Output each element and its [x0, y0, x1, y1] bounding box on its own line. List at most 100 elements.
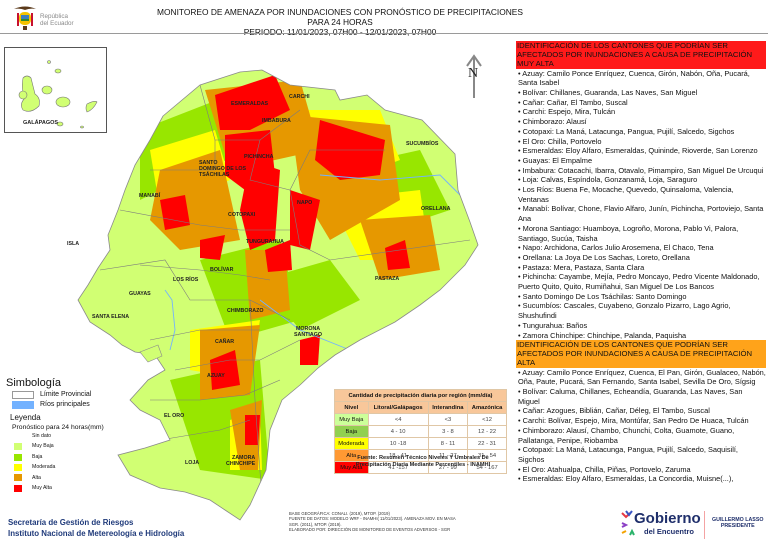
label-tungurahua: TUNGURAHUA [246, 239, 284, 245]
legend-label: Alta [32, 474, 41, 481]
list-item: Azuay: Camilo Ponce Enríquez, Cuenca, El… [518, 368, 766, 387]
column-header: Litoral/Galápagos [367, 401, 429, 414]
alta-header: IDENTIFICACIÓN DE LOS CANTONES QUE PODRÍ… [516, 340, 766, 368]
table-cell: 8 - 11 [427, 437, 469, 450]
label-santo-domingo-1: SANTO [199, 160, 218, 166]
swatch-icon [14, 432, 22, 440]
label-azuay: AZUAY [207, 373, 225, 379]
table-row: Muy Baja <4 <3 <12 [334, 413, 507, 426]
list-item: El Oro: Atahualpa, Chilla, Piñas, Portov… [518, 465, 766, 475]
list-item: Napo: Archidona, Carlos Julio Arosemena,… [518, 243, 766, 253]
label-morona-2: SANTIAGO [294, 332, 322, 338]
table-row: Alta 18 - 41 11 - 27 31 - 54 [334, 449, 507, 462]
table-cell: <3 [427, 413, 469, 426]
symbology-legend: Simbología Límite Provincial Ríos princi… [6, 377, 131, 493]
table-cell: 27 - 99 [427, 461, 469, 474]
table-title: Cantidad de precipitación diaria por reg… [334, 389, 507, 402]
label-orellana: ORELLANA [421, 206, 451, 212]
table-cell: <12 [467, 413, 507, 426]
title-line-1: MONITOREO DE AMENAZA POR INUNDACIONES CO… [157, 7, 523, 27]
list-item: Manabí: Bolívar, Chone, Flavio Alfaro, J… [518, 204, 766, 223]
legend-label: Sin dato [32, 433, 52, 439]
org-sgr: Secretaría de Gestión de Riesgos [8, 518, 134, 527]
panel-muy-alta: IDENTIFICACIÓN DE LOS CANTONES QUE PODRÍ… [516, 41, 766, 340]
table-cell: <4 [367, 413, 429, 426]
list-item: Pastaza: Mera, Pastaza, Santa Clara [518, 263, 766, 273]
table-row: Moderada 10 -18 8 - 11 22 - 31 [334, 437, 507, 450]
logo-text-1: República [40, 13, 69, 20]
list-item: Sucumbíos: Cascales, Cuyabeno, Gonzalo P… [518, 301, 766, 320]
label-santo-domingo-3: TSÁCHILAS [199, 172, 230, 178]
gobierno-del-encuentro-logo: Gobierno del Encuentro GUILLERMO LASSO P… [620, 505, 768, 541]
list-item: Bolívar: Chillanes, Guaranda, Las Naves,… [518, 88, 766, 98]
swatch-icon [14, 453, 22, 461]
muy-alta-list: Azuay: Camilo Ponce Enríquez, Cuenca, Gi… [516, 69, 766, 341]
list-item: Esmeraldas: Eloy Alfaro, Esmeraldas, Qui… [518, 146, 766, 156]
list-item: Tungurahua: Baños [518, 321, 766, 331]
legend-baja: Baja [14, 452, 131, 462]
page-title: MONITOREO DE AMENAZA POR INUNDACIONES CO… [150, 7, 530, 37]
meta-line: FUENTE DE DATOS: MODELO WRF - INAMHI( 11… [289, 516, 456, 522]
label-santo-domingo-2: DOMINGO DE LOS [199, 166, 247, 172]
label-zamora-2: CHINCHIPE [226, 461, 256, 467]
table-cell: 4 - 10 [367, 425, 429, 438]
list-item: Loja: Calvas, Espíndola, Gonzanamá, Loja… [518, 175, 766, 185]
column-header: Nivel [334, 401, 369, 414]
swatch-icon [14, 443, 22, 451]
coat-of-arms-icon [14, 6, 36, 30]
label-los-rios: LOS RÍOS [173, 277, 199, 283]
label-el-oro: EL ORO [164, 413, 185, 419]
legend-sin-dato: Sin dato [14, 431, 131, 441]
table-source: Fuente: Resumen Técnico Niveles Y Umbral… [338, 455, 508, 469]
level-cell: Muy Alta [334, 461, 369, 474]
table-cell: 31 - 54 [467, 449, 507, 462]
map-metadata: BASE GEOGRÁFICA: CONALI. (2019), MTOP. (… [289, 511, 539, 532]
president-label: GUILLERMO LASSO PRESIDENTE [712, 517, 764, 529]
list-item: Chimborazo: Alausí [518, 117, 766, 127]
column-header: Interandina [427, 401, 469, 414]
title-period: PERIODO: 11/01/2023, 07H00 - 12/01/2023,… [243, 27, 437, 37]
legend-label: Moderada [32, 464, 56, 471]
label-morona-1: MORONA [296, 326, 321, 332]
list-item: Orellana: La Joya De Los Sachas, Loreto,… [518, 253, 766, 263]
table-cell: 10 -18 [367, 437, 429, 450]
label-pichincha: PICHINCHA [244, 154, 274, 160]
label-zamora-1: ZAMORA [232, 455, 256, 461]
list-item: Azuay: Camilo Ponce Enríquez, Cuenca, Gi… [518, 69, 766, 88]
legend-provincial-limit: Límite Provincial [12, 390, 131, 400]
source-line-1: Fuente: Resumen Técnico Niveles Y Umbral… [357, 455, 489, 461]
list-item: Carchi: Bolívar, Espejo, Mira, Montúfar,… [518, 416, 766, 426]
label-manabi: MANABÍ [139, 193, 161, 199]
list-item: El Oro: Chilla, Portovelo [518, 137, 766, 147]
legend-alta: Alta [14, 473, 131, 483]
list-item: Cotopaxi: La Maná, Latacunga, Pangua, Pu… [518, 127, 766, 137]
symbology-title: Simbología [6, 377, 62, 389]
label-guayas: GUAYAS [129, 291, 151, 297]
table-cell: 12 - 22 [467, 425, 507, 438]
list-item: Morona Santiago: Huamboya, Logroño, Moro… [518, 224, 766, 243]
table-cell: 3 - 8 [427, 425, 469, 438]
precipitation-thresholds-table: Cantidad de precipitación diaria por reg… [334, 389, 507, 474]
provincial-limit-swatch-icon [12, 391, 34, 399]
north-label: N [468, 66, 479, 81]
label-santa-elena: SANTA ELENA [92, 314, 130, 320]
legend-muy-alta: Muy Alta [14, 483, 131, 493]
logo-text-2: del Ecuador [40, 20, 74, 27]
ecuador-precipitation-map [77, 69, 479, 521]
label-pastaza: PASTAZA [375, 276, 400, 282]
list-item: Bolívar: Caluma, Chillanes, Echeandía, G… [518, 387, 766, 406]
legend-rivers: Ríos principales [12, 400, 131, 410]
table-cell: 18 - 41 [367, 449, 429, 462]
table-row: Baja 4 - 10 3 - 8 12 - 22 [334, 425, 507, 438]
president-name: GUILLERMO LASSO [712, 517, 764, 523]
list-item: Cañar: Cañar, El Tambo, Suscal [518, 98, 766, 108]
list-item: Guayas: El Empalme [518, 156, 766, 166]
meta-line: SGR. (2011), MTOP. (2019). [289, 521, 342, 527]
label-carchi: CARCHI [289, 94, 310, 100]
del-encuentro-text: del Encuentro [644, 527, 695, 536]
galapagos-label: GALÁPAGOS [23, 120, 59, 126]
list-item: Chimborazo: Alausí, Chambo, Chunchi, Col… [518, 426, 766, 445]
north-arrow-icon [466, 54, 482, 98]
header-divider [0, 33, 768, 34]
level-cell: Baja [334, 425, 369, 438]
